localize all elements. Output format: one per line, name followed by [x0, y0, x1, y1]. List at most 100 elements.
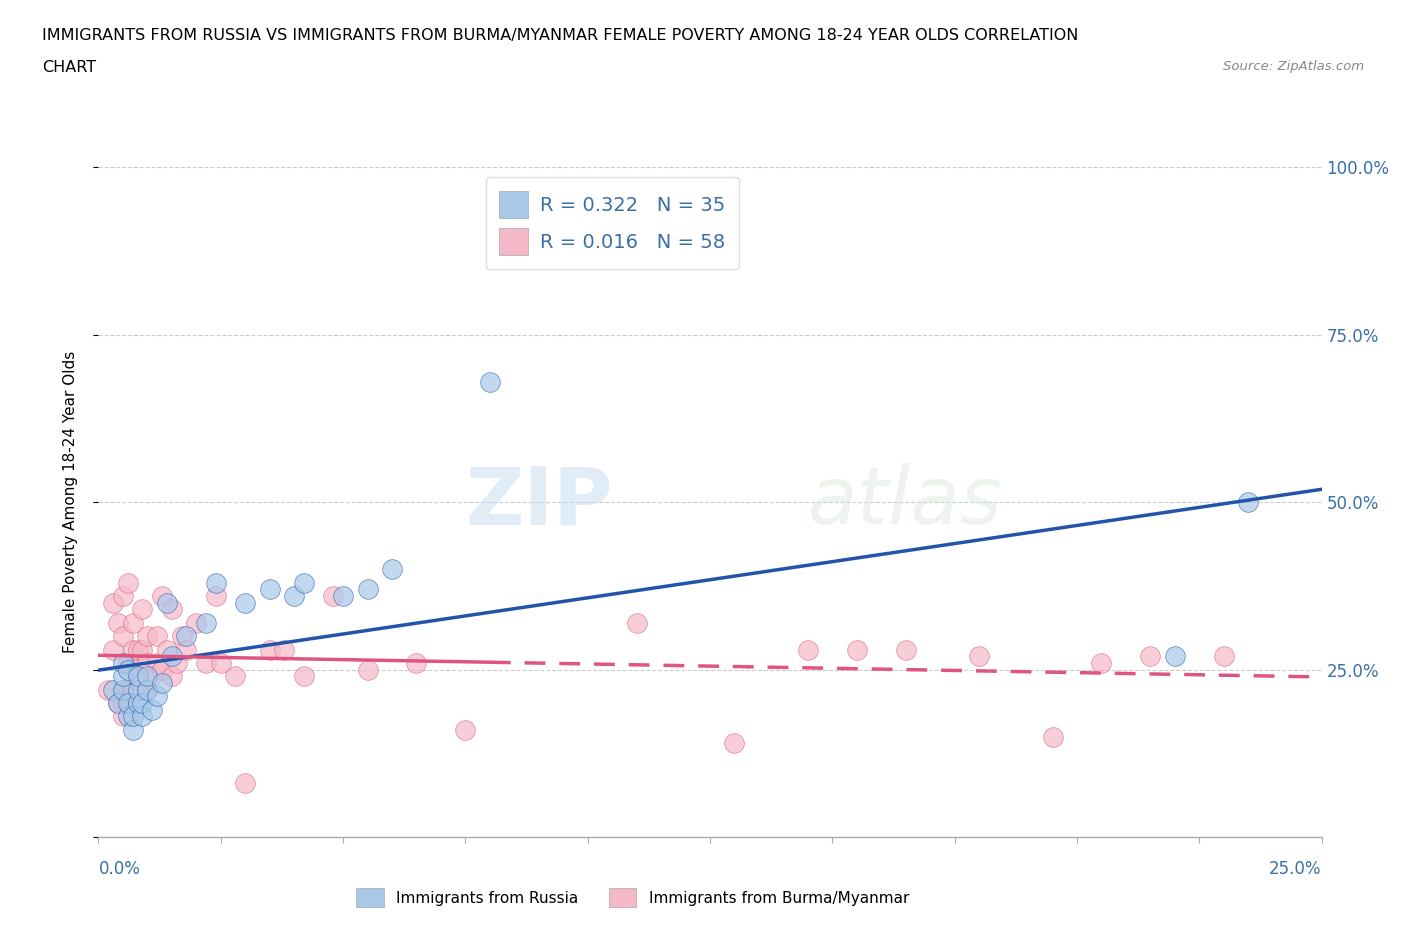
- Point: [626, 616, 648, 631]
- Point: [195, 616, 218, 631]
- Point: [405, 656, 427, 671]
- Text: 0.0%: 0.0%: [98, 860, 141, 878]
- Point: [322, 589, 344, 604]
- Point: [797, 642, 820, 657]
- Point: [478, 374, 501, 389]
- Point: [233, 776, 256, 790]
- Point: [111, 656, 134, 671]
- Point: [136, 683, 159, 698]
- Legend: Immigrants from Russia, Immigrants from Burma/Myanmar: Immigrants from Russia, Immigrants from …: [350, 883, 915, 913]
- Point: [146, 656, 169, 671]
- Point: [107, 696, 129, 711]
- Point: [186, 616, 208, 631]
- Point: [205, 589, 228, 604]
- Point: [131, 602, 153, 617]
- Point: [292, 669, 315, 684]
- Point: [170, 629, 193, 644]
- Point: [131, 642, 153, 657]
- Point: [121, 642, 143, 657]
- Point: [127, 696, 149, 711]
- Point: [141, 702, 163, 717]
- Point: [127, 642, 149, 657]
- Point: [121, 709, 143, 724]
- Point: [111, 683, 134, 698]
- Point: [101, 595, 124, 610]
- Point: [273, 642, 295, 657]
- Point: [141, 669, 163, 684]
- Point: [150, 675, 173, 690]
- Point: [136, 629, 159, 644]
- Point: [209, 656, 232, 671]
- Point: [160, 669, 183, 684]
- Point: [356, 582, 378, 597]
- Point: [150, 662, 173, 677]
- Y-axis label: Female Poverty Among 18-24 Year Olds: Female Poverty Among 18-24 Year Olds: [63, 352, 77, 654]
- Point: [166, 656, 188, 671]
- Point: [292, 575, 315, 590]
- Point: [107, 616, 129, 631]
- Point: [111, 709, 134, 724]
- Point: [111, 589, 134, 604]
- Legend: R = 0.322   N = 35, R = 0.016   N = 58: R = 0.322 N = 35, R = 0.016 N = 58: [485, 177, 738, 269]
- Point: [1139, 649, 1161, 664]
- Point: [845, 642, 868, 657]
- Point: [967, 649, 990, 664]
- Point: [136, 669, 159, 684]
- Point: [356, 662, 378, 677]
- Point: [205, 575, 228, 590]
- Point: [233, 595, 256, 610]
- Point: [136, 656, 159, 671]
- Point: [117, 709, 139, 724]
- Point: [111, 669, 134, 684]
- Point: [156, 642, 179, 657]
- Point: [127, 669, 149, 684]
- Point: [117, 656, 139, 671]
- Point: [176, 642, 198, 657]
- Point: [121, 723, 143, 737]
- Point: [894, 642, 917, 657]
- Point: [1042, 729, 1064, 744]
- Point: [1212, 649, 1234, 664]
- Point: [150, 589, 173, 604]
- Point: [381, 562, 404, 577]
- Point: [101, 642, 124, 657]
- Point: [127, 669, 149, 684]
- Point: [97, 683, 120, 698]
- Point: [127, 683, 149, 698]
- Point: [332, 589, 354, 604]
- Point: [1237, 495, 1260, 510]
- Point: [117, 575, 139, 590]
- Point: [117, 683, 139, 698]
- Point: [121, 616, 143, 631]
- Point: [146, 689, 169, 704]
- Text: CHART: CHART: [42, 60, 96, 75]
- Point: [101, 683, 124, 698]
- Point: [146, 629, 169, 644]
- Point: [259, 642, 281, 657]
- Point: [111, 696, 134, 711]
- Point: [121, 683, 143, 698]
- Text: 25.0%: 25.0%: [1270, 860, 1322, 878]
- Point: [117, 696, 139, 711]
- Point: [195, 656, 218, 671]
- Point: [1164, 649, 1187, 664]
- Point: [723, 736, 745, 751]
- Text: Source: ZipAtlas.com: Source: ZipAtlas.com: [1223, 60, 1364, 73]
- Point: [131, 709, 153, 724]
- Point: [160, 649, 183, 664]
- Point: [454, 723, 477, 737]
- Point: [283, 589, 305, 604]
- Point: [131, 696, 153, 711]
- Point: [176, 629, 198, 644]
- Point: [107, 696, 129, 711]
- Point: [111, 629, 134, 644]
- Point: [224, 669, 246, 684]
- Text: IMMIGRANTS FROM RUSSIA VS IMMIGRANTS FROM BURMA/MYANMAR FEMALE POVERTY AMONG 18-: IMMIGRANTS FROM RUSSIA VS IMMIGRANTS FRO…: [42, 28, 1078, 43]
- Text: atlas: atlas: [808, 463, 1002, 541]
- Point: [156, 595, 179, 610]
- Point: [136, 683, 159, 698]
- Point: [111, 683, 134, 698]
- Point: [117, 662, 139, 677]
- Point: [160, 602, 183, 617]
- Text: ZIP: ZIP: [465, 463, 612, 541]
